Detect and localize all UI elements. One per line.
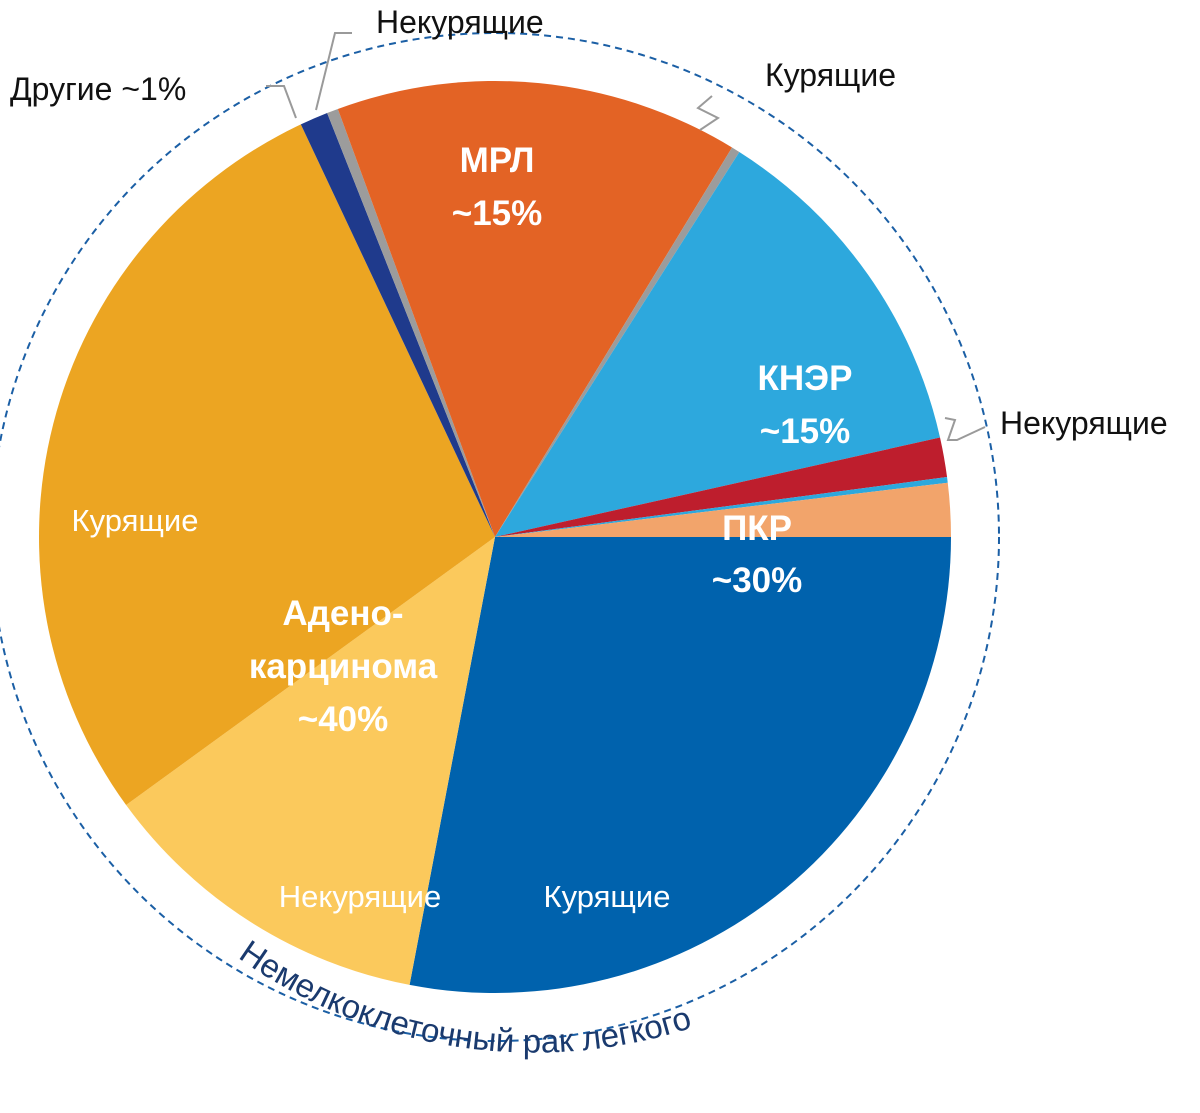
adeno-name-line2: карцинома <box>249 647 438 686</box>
pie-slice-lcnec-smokers <box>495 151 941 538</box>
kner-value-label: ~15% <box>760 412 851 451</box>
pie-slice-adeno-nonsmokers <box>126 537 495 985</box>
nsclc-dashed-arc <box>0 32 1000 1042</box>
connector-lines <box>266 32 986 441</box>
adeno-nonsmokers-label: Некурящие <box>279 879 441 914</box>
pie-slice-lcnec-nonsmokers <box>495 477 948 537</box>
pie-slice-adeno-smokers <box>39 124 495 806</box>
pkr-value-label: ~30% <box>712 561 803 600</box>
other-outer-label: Другие ~1% <box>10 71 186 107</box>
adeno-value-label: ~40% <box>298 700 389 739</box>
pie-slice-squamous-smokers <box>409 537 951 993</box>
kner-nonsmokers-connector <box>944 417 986 441</box>
pie-slice-sclc-nonsmokers <box>327 108 495 537</box>
adeno-name-line1: Адено- <box>282 594 403 633</box>
pie-slice-sclc-smokers <box>337 81 733 537</box>
kner-smokers-outer-label: Курящие <box>765 57 896 93</box>
mrl-nonsmokers-outer-label: Некурящие <box>376 4 544 40</box>
pie-slice-lcnec-red <box>495 437 948 537</box>
kner-nonsmokers-outer-label: Некурящие <box>1000 405 1168 441</box>
pkr-name-label: ПКР <box>722 509 792 548</box>
pie-slice-lcnec-gap <box>495 147 740 537</box>
kner-smokers-connector <box>696 95 720 131</box>
mrl-value-label: ~15% <box>452 194 543 233</box>
pkr-smokers-label: Курящие <box>544 879 671 914</box>
pie-slice-other <box>300 113 495 538</box>
pie-slice-squamous-nonsmokers <box>495 482 951 537</box>
adeno-smokers-label: Курящие <box>72 503 199 538</box>
other-connector <box>266 85 297 119</box>
mrl-nonsmokers-connector <box>315 32 352 111</box>
mrl-name-label: МРЛ <box>460 141 535 180</box>
pie-slices <box>39 81 951 993</box>
kner-name-label: КНЭР <box>758 359 853 398</box>
